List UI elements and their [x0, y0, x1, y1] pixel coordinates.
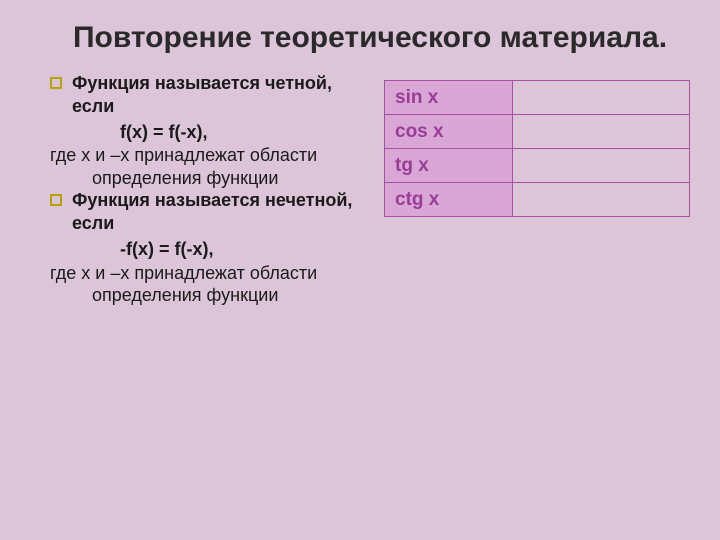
- paragraph-text: где х и –х принадлежат области определен…: [50, 262, 360, 307]
- table-row: tg x: [385, 149, 690, 183]
- formula-text: f(x) = f(-x),: [120, 121, 360, 144]
- table-cell-blank: [513, 183, 690, 217]
- formula-text: -f(x) = f(-x),: [120, 238, 360, 261]
- table-row: cos x: [385, 115, 690, 149]
- table-cell-func: tg x: [385, 149, 513, 183]
- bullet-item: Функция называется нечетной, если: [50, 189, 360, 234]
- table-cell-blank: [513, 115, 690, 149]
- table-cell-func: cos x: [385, 115, 513, 149]
- table-cell-func: ctg x: [385, 183, 513, 217]
- bullet-text: Функция называется четной, если: [72, 72, 360, 117]
- table-cell-blank: [513, 81, 690, 115]
- left-column: Функция называется четной, если f(x) = f…: [50, 72, 360, 307]
- bullet-item: Функция называется четной, если: [50, 72, 360, 117]
- right-column: sin x cos x tg x ctg x: [384, 72, 690, 217]
- function-table: sin x cos x tg x ctg x: [384, 80, 690, 217]
- bullet-icon: [50, 77, 62, 89]
- slide-title: Повторение теоретического материала.: [50, 20, 690, 56]
- content-row: Функция называется четной, если f(x) = f…: [50, 72, 690, 307]
- bullet-text: Функция называется нечетной, если: [72, 189, 360, 234]
- table-row: ctg x: [385, 183, 690, 217]
- table-cell-blank: [513, 149, 690, 183]
- slide: Повторение теоретического материала. Фун…: [0, 0, 720, 540]
- paragraph-text: где х и –х принадлежат области определен…: [50, 144, 360, 189]
- table-cell-func: sin x: [385, 81, 513, 115]
- bullet-icon: [50, 194, 62, 206]
- table-row: sin x: [385, 81, 690, 115]
